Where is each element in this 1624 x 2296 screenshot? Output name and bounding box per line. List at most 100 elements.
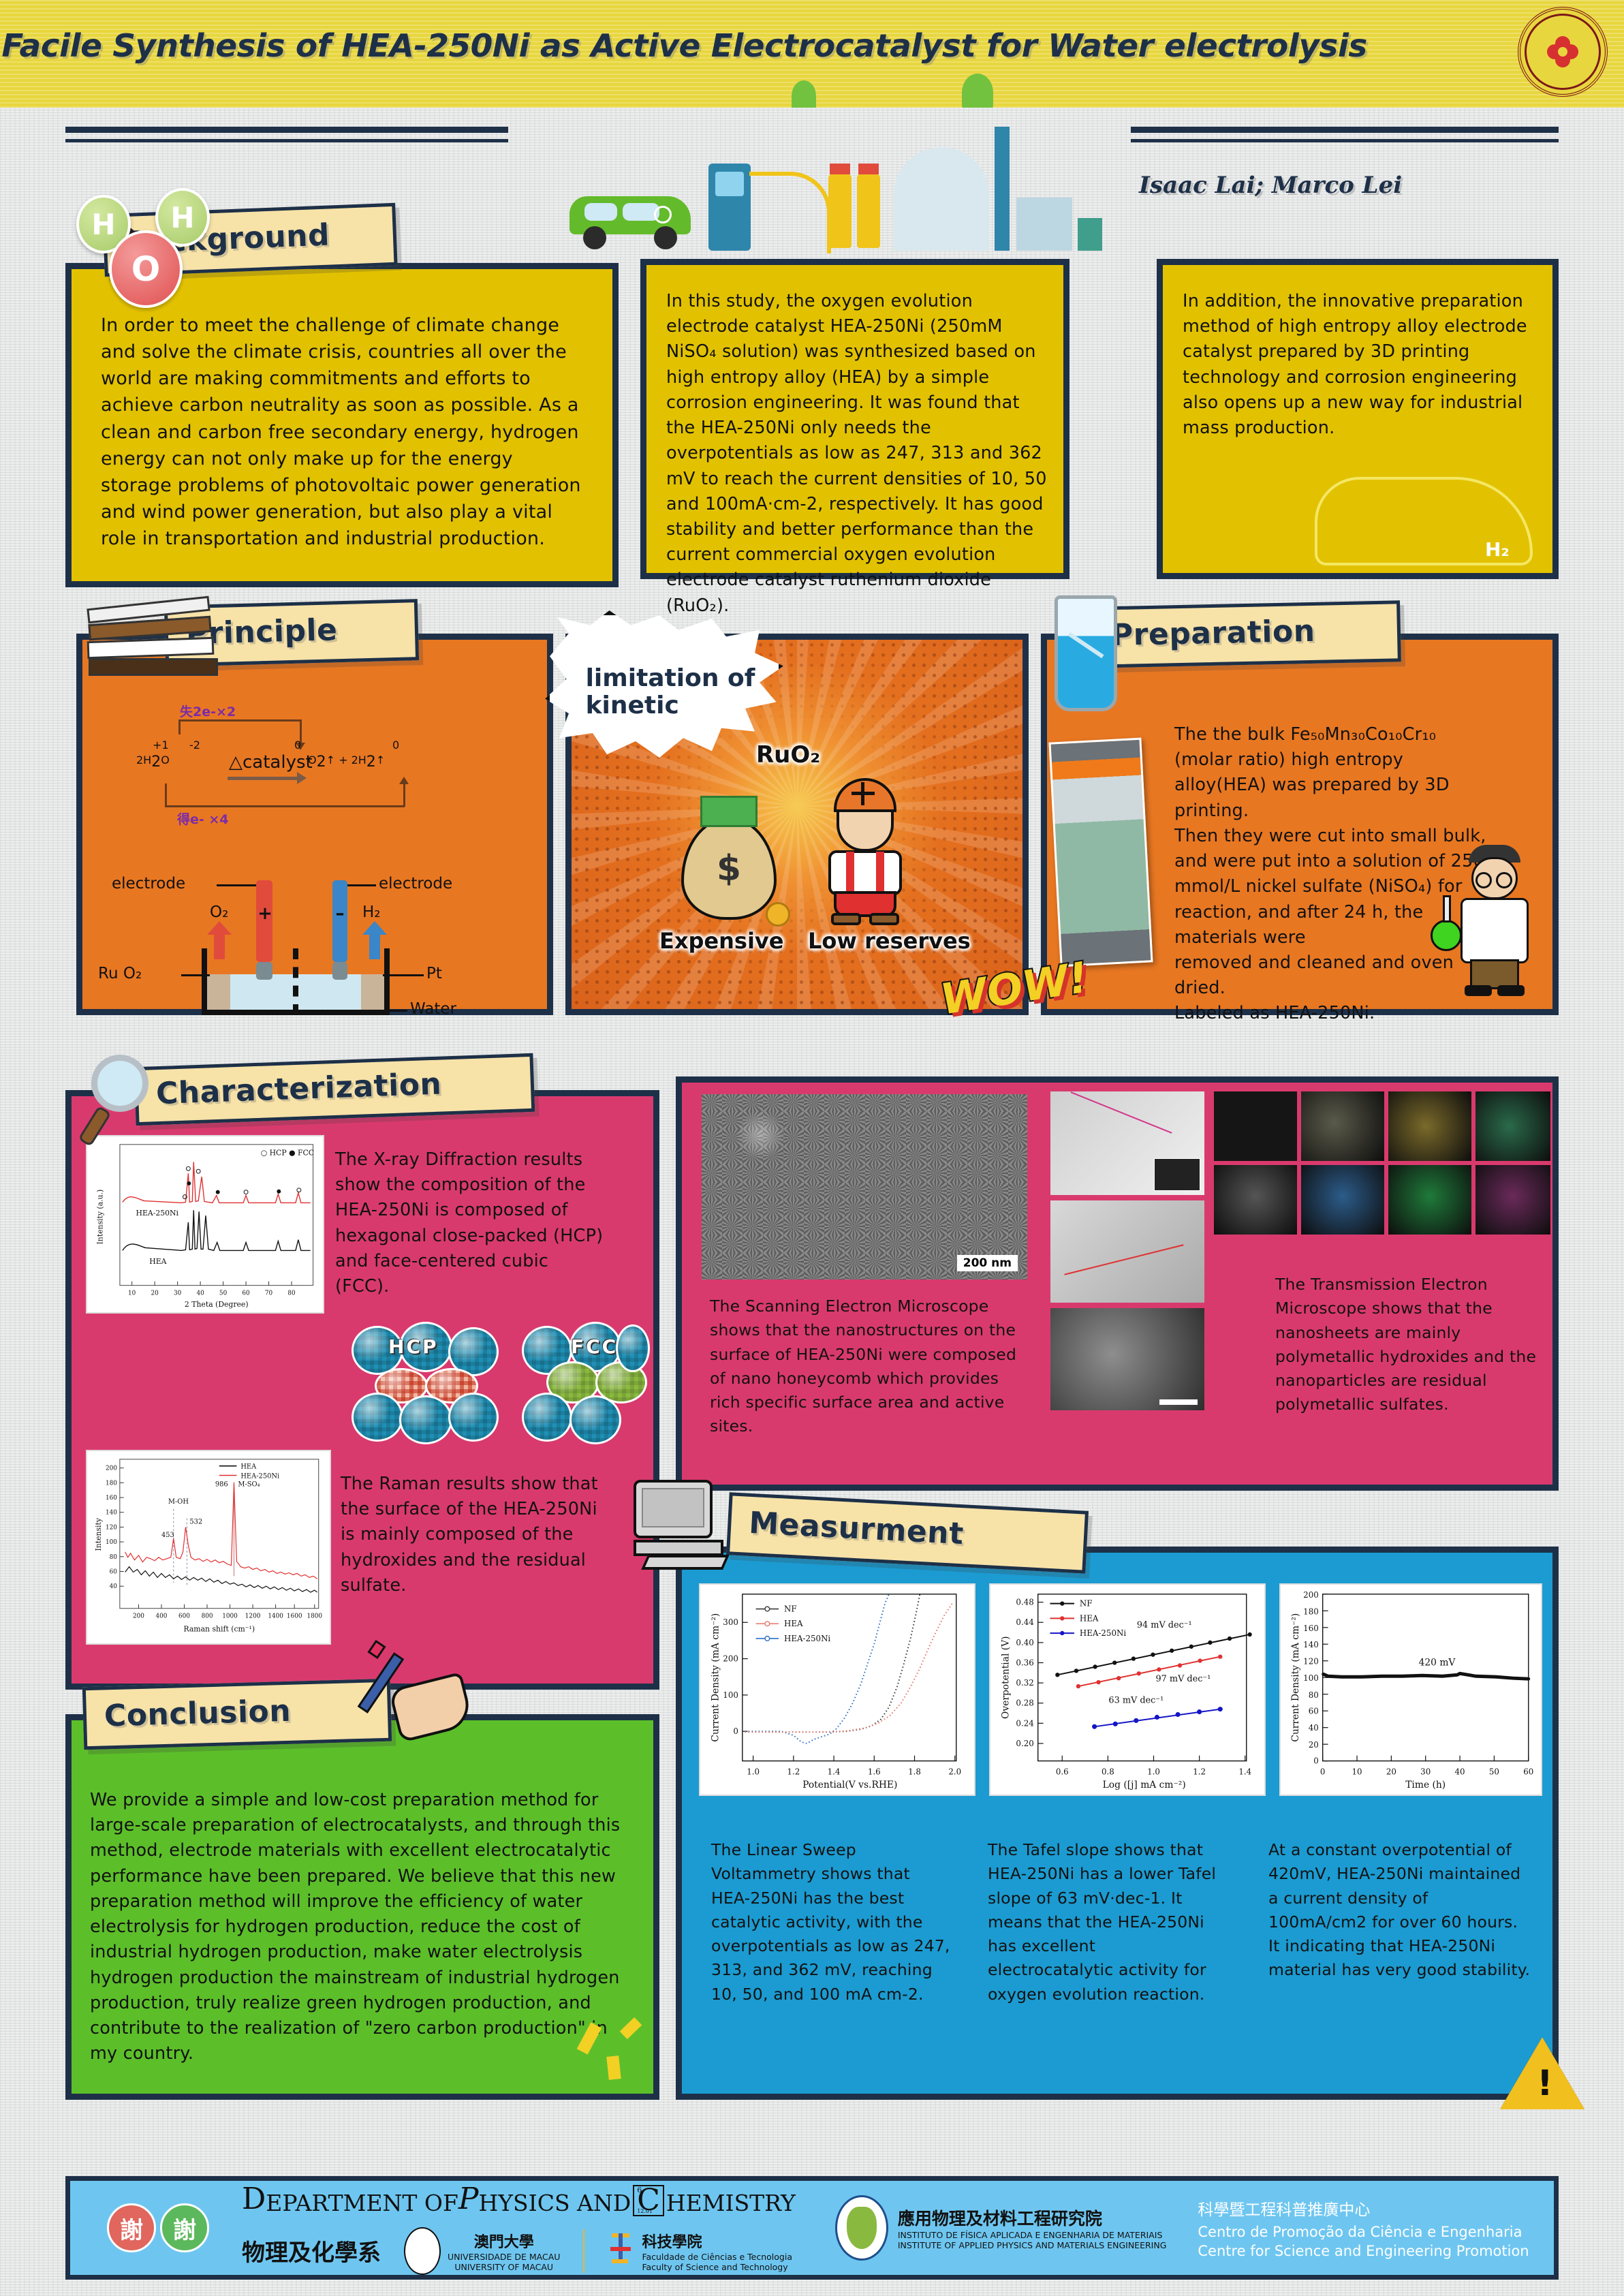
tem-inset	[1154, 1158, 1200, 1191]
stability-description: At a constant overpotential of 420mV, HE…	[1268, 1840, 1531, 1980]
charging-screen	[715, 172, 744, 196]
page-title: Facile Synthesis of HEA-250Ni as Active …	[1, 27, 1367, 64]
worker-strap-right	[876, 852, 884, 894]
svg-text:1000: 1000	[222, 1613, 238, 1620]
carbon-mass: 12.01	[637, 2207, 653, 2214]
svg-text:986: 986	[215, 1480, 228, 1488]
dept-cap-p: P	[458, 2181, 479, 2216]
lose-electrons-label: 失2e-×2	[180, 704, 236, 719]
svg-text:HEA: HEA	[149, 1257, 166, 1266]
header-rule	[65, 139, 508, 142]
svg-text:Current Density (mA cm⁻²): Current Density (mA cm⁻²)	[710, 1613, 721, 1742]
bush-icon	[962, 74, 993, 108]
svg-text:200: 200	[723, 1654, 738, 1664]
cathode-rod	[332, 880, 347, 962]
svg-text:120: 120	[1303, 1656, 1319, 1666]
svg-text:532: 532	[189, 1518, 202, 1525]
svg-text:1200: 1200	[245, 1613, 261, 1620]
svg-text:30: 30	[1420, 1767, 1431, 1776]
electrode-left-label: electrode	[112, 875, 186, 893]
reaction-arrowhead	[297, 772, 307, 784]
svg-text:Log ([j] mA cm⁻²): Log ([j] mA cm⁻²)	[1103, 1780, 1186, 1790]
svg-text:0.6: 0.6	[1056, 1767, 1069, 1776]
scientist-labcoat	[1461, 898, 1529, 963]
test-tube-beaker-icon	[1055, 595, 1117, 711]
tem-image-2	[1050, 1200, 1204, 1303]
miner-worker-icon	[811, 778, 920, 925]
preparation-heading: Preparation	[1110, 613, 1315, 653]
promo-name-pt: Centro de Promoção da Ciência e Engenhar…	[1198, 2224, 1522, 2240]
expensive-label: Expensive	[659, 928, 784, 954]
product1: O	[308, 754, 317, 766]
limitation-speech-burst: limitation of kinetic	[545, 610, 783, 758]
anode-rod	[256, 880, 272, 962]
svg-text:97 mV dec⁻¹: 97 mV dec⁻¹	[1156, 1674, 1211, 1684]
svg-text:1.2: 1.2	[787, 1767, 800, 1776]
worker-strap-left	[846, 852, 854, 894]
svg-text:Potential(V vs.RHE): Potential(V vs.RHE)	[802, 1780, 897, 1790]
svg-text:180: 180	[106, 1480, 117, 1487]
o2-gas-label: O₂	[210, 903, 229, 921]
banknote-icon	[700, 796, 758, 827]
bottle-cap	[830, 164, 850, 174]
svg-text:63 mV dec⁻¹: 63 mV dec⁻¹	[1108, 1696, 1164, 1706]
svg-text:40: 40	[1309, 1723, 1319, 1733]
factory-icon	[894, 147, 989, 251]
carbon-symbol: C	[637, 2182, 660, 2218]
tafel-description: The Tafel slope shows that HEA-250Ni has…	[988, 1840, 1217, 2004]
reduction-arrow	[165, 805, 405, 807]
svg-text:400: 400	[156, 1613, 168, 1620]
abstract-mid-box	[640, 259, 1069, 579]
um-name-pt: UNIVERSIDADE DE MACAU	[448, 2251, 561, 2262]
iapme-name-en: INSTITUTE OF APPLIED PHYSICS AND MATERIA…	[897, 2240, 1167, 2250]
svg-text:200: 200	[106, 1465, 117, 1472]
authors: Isaac Lai; Marco Lei	[1139, 172, 1403, 199]
svg-text:NF: NF	[1080, 1599, 1093, 1609]
books-icon	[87, 595, 223, 680]
magnifier-icon	[78, 1055, 162, 1147]
low-reserves-label: Low reserves	[808, 928, 971, 954]
svg-text:0.48: 0.48	[1016, 1598, 1033, 1607]
svg-text:80: 80	[110, 1554, 118, 1561]
xrd-svg: ○ HCP ● FCC HEA-250Ni HEA 10 20 30 40 50 60 …	[87, 1136, 323, 1312]
worker-helmet-cross2	[852, 792, 875, 795]
dept-word-3: HEMISTRY	[666, 2189, 796, 2216]
svg-text:120: 120	[106, 1524, 117, 1531]
oxidation-state-zero-b: 0	[392, 739, 400, 751]
electrolysis-cell-diagram: electrode electrode + – O₂ H₂ Ru O₂ Pt W…	[95, 875, 531, 1018]
seal-flower-icon	[1547, 36, 1578, 67]
svg-text:M-SO₄: M-SO₄	[238, 1480, 260, 1488]
svg-text:0.44: 0.44	[1016, 1617, 1033, 1627]
dept-cap-d: D	[242, 2181, 266, 2216]
dept-word-1: EPARTMENT OF	[266, 2189, 458, 2216]
equation-products: O2↑ + 2H2↑	[308, 754, 386, 771]
tem-eds-panel-7	[1388, 1165, 1471, 1235]
tafel-svg: NF HEA HEA-250Ni 0.48 0.44 0.40 0.36 0.32 0.…	[990, 1585, 1264, 1795]
header-rule	[1131, 127, 1559, 133]
tem-eds-panel-6	[1301, 1165, 1384, 1235]
beaker-right-wall	[384, 948, 390, 1015]
footer-banner: 謝 謝 D EPARTMENT OF P HYSICS AND 6 C 12.01 …	[65, 2176, 1559, 2280]
svg-text:Intensity (a.u.): Intensity (a.u.)	[95, 1190, 104, 1245]
svg-text:453: 453	[161, 1532, 174, 1539]
svg-text:300: 300	[723, 1617, 738, 1627]
sem-scalebar: 200 nm	[956, 1255, 1018, 1271]
product2-sub: 2	[366, 754, 376, 771]
cathode-minus-sign: –	[335, 903, 345, 924]
water-molecule-icon: H H O	[76, 188, 267, 308]
anode-material-label: Ru O₂	[98, 965, 142, 982]
product1-sub: 2	[316, 754, 326, 771]
scientist-glasses	[1496, 872, 1512, 888]
svg-text:HEA-250Ni: HEA-250Ni	[784, 1634, 830, 1643]
bottle-cap	[858, 164, 879, 174]
um-name-en: UNIVERSITY OF MACAU	[454, 2261, 554, 2272]
oxidation-state-plus1: +1	[153, 739, 169, 751]
reduction-arrow-right	[403, 782, 405, 807]
abstract-mid-body: In this study, the oxygen evolution elec…	[666, 291, 1047, 616]
svg-text:NF: NF	[784, 1604, 797, 1613]
um-crest-icon	[404, 2227, 441, 2275]
o-label: O	[131, 249, 161, 289]
svg-text:0.8: 0.8	[1102, 1767, 1114, 1776]
